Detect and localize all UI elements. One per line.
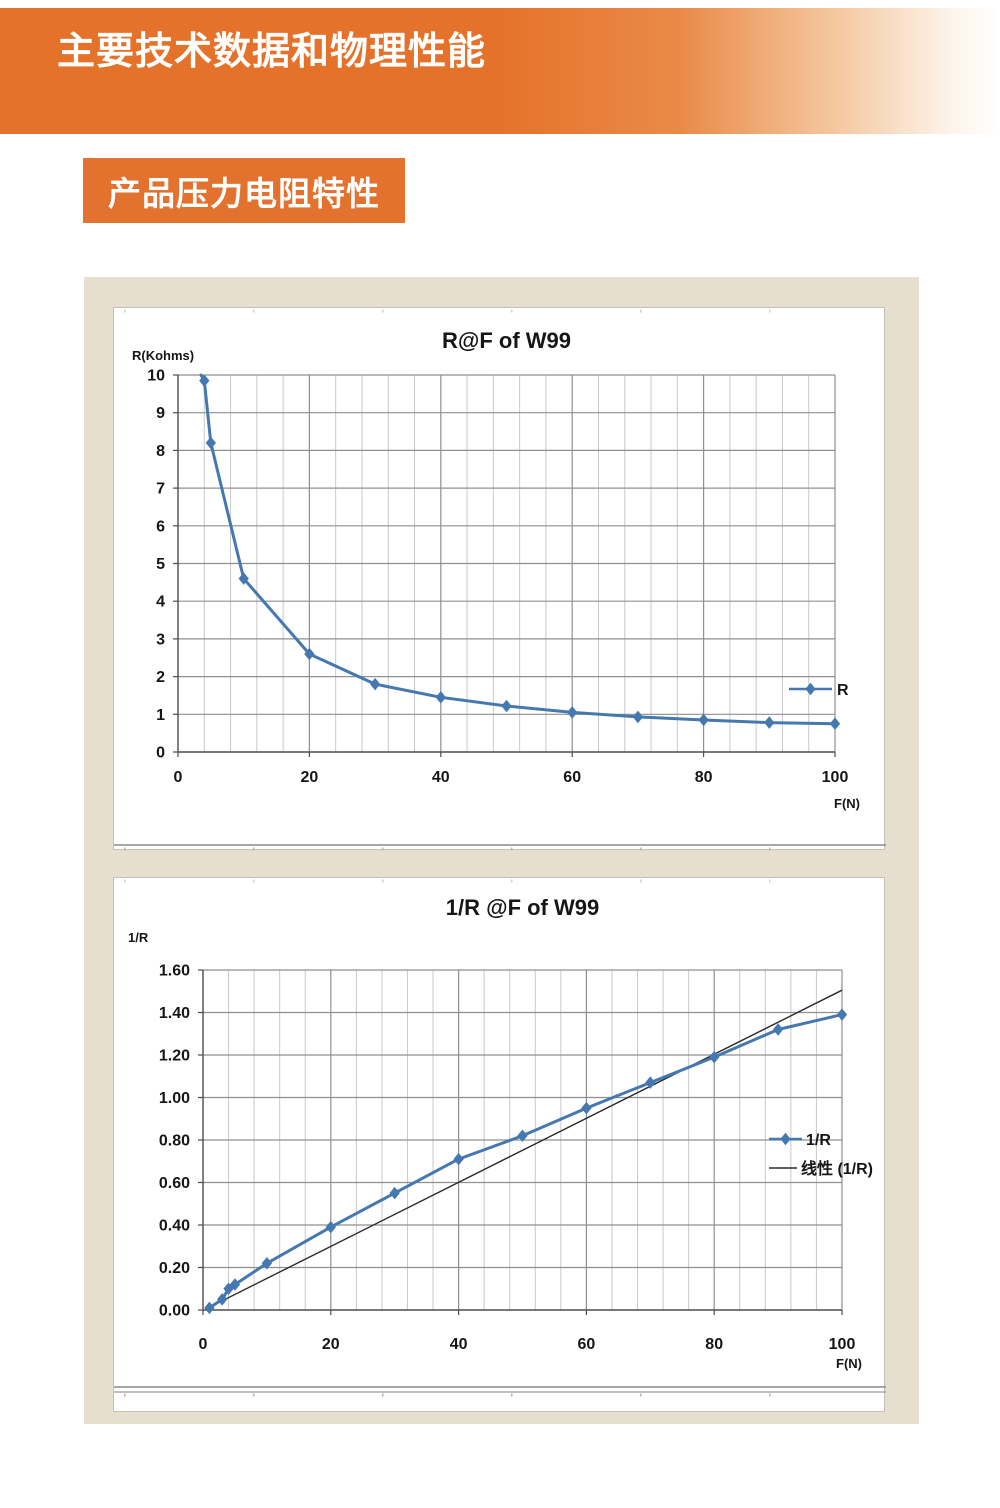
page-title: 主要技术数据和物理性能 [57, 31, 487, 73]
chart-title: R@F of W99 [442, 328, 571, 353]
data-point-marker [581, 1101, 592, 1115]
axes [173, 374, 836, 757]
data-point-marker [199, 374, 210, 387]
data-point-marker [645, 1076, 656, 1089]
data-point-marker [261, 1256, 273, 1270]
data-point-marker [217, 1293, 228, 1306]
section-badge: 产品压力电阻特性 [83, 158, 405, 223]
chart-box-resistance: R@F of W99 R(Kohms) 0 1 2 3 4 5 6 7 8 9 10 0 20 40 60 80 1… [113, 307, 886, 851]
data-point-marker [772, 1023, 784, 1036]
charts-panel: R@F of W99 R(Kohms) 0 1 2 3 4 5 6 7 8 9 10 0 20 40 60 80 1… [84, 277, 919, 1424]
x-tick-label: 100 [829, 1336, 856, 1353]
x-tick-label: 80 [705, 1336, 723, 1353]
data-point-marker [389, 1186, 400, 1200]
legend [769, 1132, 802, 1169]
data-point-marker [829, 717, 841, 731]
x-tick-label: 40 [450, 1336, 468, 1353]
data-point-marker [223, 1282, 234, 1296]
y-axis-label: 1/R [128, 930, 149, 945]
data-point-marker [238, 572, 249, 585]
y-tick-label: 1.20 [159, 1048, 190, 1065]
plot-grid [178, 374, 836, 752]
data-point-marker [698, 713, 709, 727]
section-badge-label: 产品压力电阻特性 [108, 174, 380, 212]
data-point-marker [369, 677, 381, 691]
y-tick-label: 10 [147, 368, 165, 385]
y-tick-label: 0 [156, 745, 165, 762]
legend-swatch-marker [780, 1132, 791, 1146]
data-point-marker [764, 716, 775, 729]
legend-swatch-marker [805, 682, 816, 696]
x-tick-label: 40 [432, 769, 450, 786]
page-header: 主要技术数据和物理性能 [0, 8, 1000, 134]
chart-box-inverse-resistance: 1/R @F of W99 1/R 0.00 0.20 0.40 0.60 0.80 1.00… [113, 877, 886, 1412]
x-tick-label: 80 [695, 769, 713, 786]
chart-title: 1/R @F of W99 [446, 895, 599, 920]
data-point-marker [453, 1152, 464, 1166]
y-tick-label: 1 [156, 707, 165, 724]
series-markers [204, 1008, 848, 1315]
y-tick-label: 1.00 [159, 1090, 190, 1107]
data-point-marker [204, 1301, 215, 1315]
x-tick-label: 20 [301, 769, 319, 786]
x-tick-label: 0 [199, 1336, 208, 1353]
x-tick-label: 60 [578, 1336, 596, 1353]
chart-text: 1/R @F of W99 1/R 0.00 0.20 0.40 0.60 0.80 1.00… [128, 895, 873, 1371]
data-point-marker [632, 710, 644, 724]
x-tick-label: 100 [822, 769, 849, 786]
y-tick-label: 0.00 [159, 1303, 190, 1320]
legend-label: 线性 (1/R) [801, 1159, 873, 1178]
y-tick-label: 3 [156, 631, 165, 648]
data-point-marker [325, 1220, 336, 1234]
y-tick-label: 0.40 [159, 1218, 190, 1235]
y-tick-label: 6 [156, 518, 165, 535]
y-tick-label: 0.80 [159, 1133, 190, 1150]
data-point-marker [709, 1050, 720, 1064]
x-axis-label: F(N) [836, 1356, 862, 1371]
y-tick-label: 9 [156, 405, 165, 422]
data-point-marker [517, 1129, 528, 1143]
x-axis-label: F(N) [834, 796, 860, 811]
data-point-marker [229, 1278, 241, 1291]
y-axis-label: R(Kohms) [132, 348, 194, 363]
trendline [207, 989, 843, 1309]
y-tick-label: 2 [156, 669, 165, 686]
legend-label: 1/R [806, 1132, 831, 1149]
data-point-marker [205, 436, 216, 450]
axes [198, 969, 843, 1315]
y-tick-label: 7 [156, 481, 165, 498]
legend [789, 682, 832, 696]
x-tick-label: 60 [563, 769, 581, 786]
y-tick-label: 4 [156, 594, 165, 611]
y-tick-label: 5 [156, 556, 165, 573]
y-tick-label: 1.60 [159, 963, 190, 980]
data-point-marker [435, 691, 446, 704]
data-point-marker [836, 1008, 848, 1021]
y-tick-label: 0.20 [159, 1260, 190, 1277]
chart-inverse-resistance-svg: 1/R @F of W99 1/R 0.00 0.20 0.40 0.60 0.80 1.00… [114, 879, 886, 1397]
data-point-marker [501, 699, 512, 713]
y-tick-label: 8 [156, 443, 165, 460]
x-tick-label: 20 [322, 1336, 340, 1353]
y-tick-label: 1.40 [159, 1005, 190, 1022]
plot-grid [203, 969, 843, 1310]
y-tick-label: 0.60 [159, 1175, 190, 1192]
legend-label: R [837, 682, 849, 699]
series-line-R [199, 373, 837, 726]
series-markers [199, 374, 841, 731]
data-point-marker [567, 706, 578, 719]
data-point-marker [304, 647, 315, 661]
series-line-1R [207, 1013, 844, 1310]
x-tick-label: 0 [174, 769, 183, 786]
